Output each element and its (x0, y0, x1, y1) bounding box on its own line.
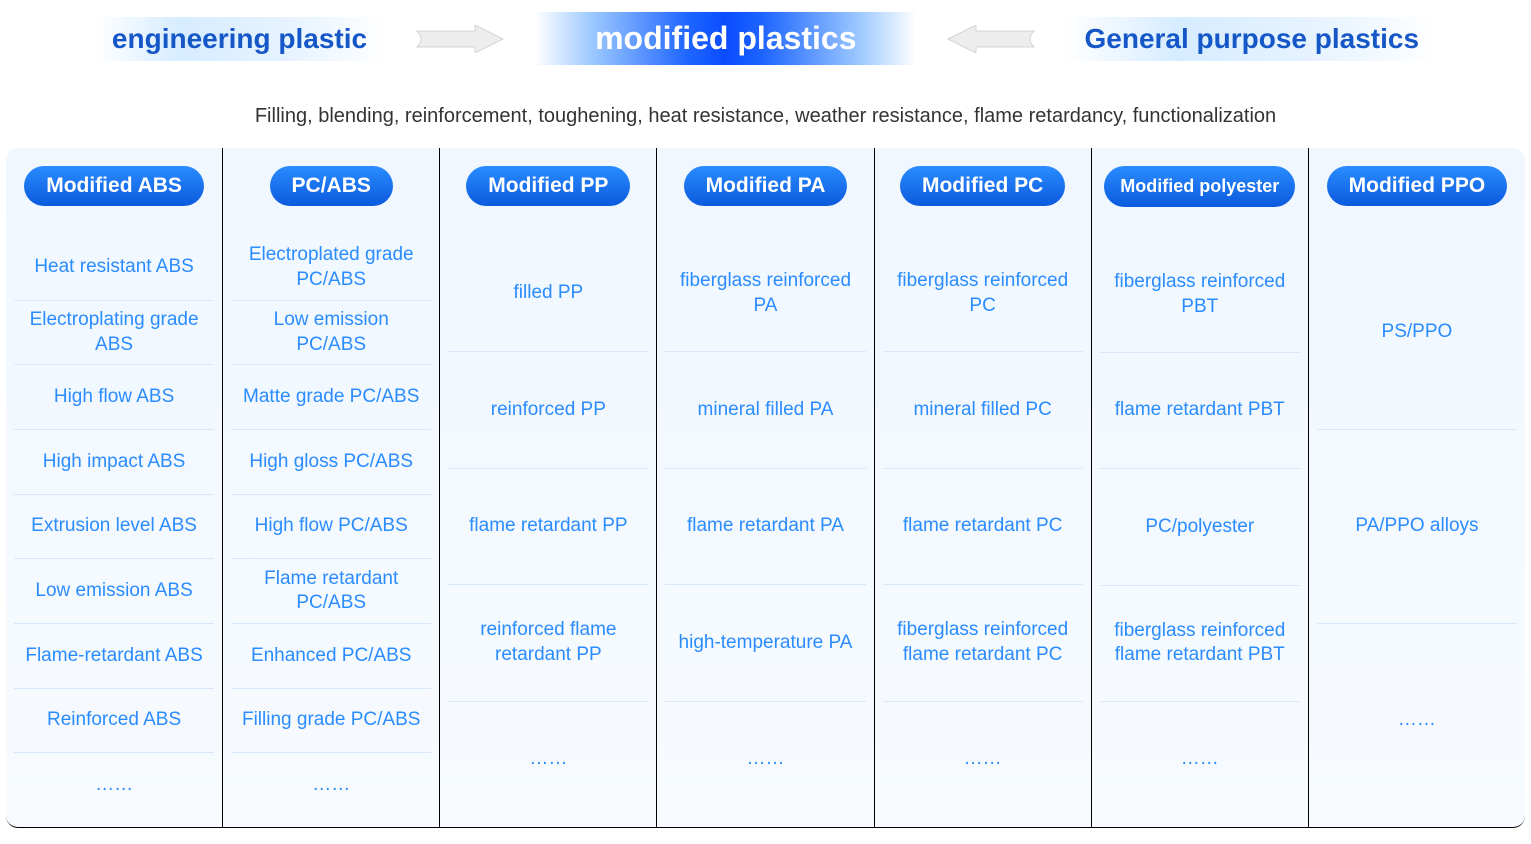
list-item: reinforced PP (448, 352, 648, 468)
list-item: Flame-retardant ABS (14, 624, 214, 689)
subtitle-text: Filling, blending, reinforcement, toughe… (0, 105, 1531, 128)
arrow-left-icon (946, 25, 1036, 53)
list-item: PC/polyester (1100, 469, 1300, 585)
category-title-pill: Modified ABS (24, 166, 204, 206)
header-row: engineering plastic modified plastics Ge… (0, 0, 1531, 75)
category-items-list: fiberglass reinforced PAmineral filled P… (665, 236, 865, 817)
category-items-list: fiberglass reinforced PBTflame retardant… (1100, 237, 1300, 817)
list-item: flame retardant PA (665, 469, 865, 585)
category-title-pill: Modified PP (466, 166, 630, 206)
list-item: High impact ABS (14, 430, 214, 495)
list-item: …… (1317, 624, 1517, 817)
right-source-label: General purpose plastics (1066, 17, 1437, 61)
list-item: fiberglass reinforced flame retardant PC (883, 585, 1083, 701)
list-item: Enhanced PC/ABS (231, 624, 431, 689)
list-item: …… (231, 753, 431, 817)
list-item: filled PP (448, 236, 648, 352)
list-item: mineral filled PC (883, 352, 1083, 468)
list-item: Matte grade PC/ABS (231, 365, 431, 430)
category-items-list: filled PPreinforced PPflame retardant PP… (448, 236, 648, 817)
list-item: Reinforced ABS (14, 689, 214, 754)
category-column: Modified PP filled PPreinforced PPflame r… (440, 148, 657, 827)
list-item: Electroplated grade PC/ABS (231, 236, 431, 301)
list-item: fiberglass reinforced PBT (1100, 237, 1300, 353)
category-column: Modified PC fiberglass reinforced PCminer… (875, 148, 1092, 827)
category-column: PC/ABS Electroplated grade PC/ABSLow emis… (223, 148, 440, 827)
list-item: flame retardant PC (883, 469, 1083, 585)
category-title-pill: Modified PA (684, 166, 848, 206)
categories-grid: Modified ABSHeat resistant ABSElectropla… (6, 148, 1525, 828)
list-item: PA/PPO alloys (1317, 430, 1517, 624)
category-title-pill: Modified polyester (1104, 166, 1295, 207)
list-item: High gloss PC/ABS (231, 430, 431, 495)
category-items-list: PS/PPOPA/PPO alloys…… (1317, 236, 1517, 817)
category-items-list: fiberglass reinforced PCmineral filled P… (883, 236, 1083, 817)
list-item: Low emission PC/ABS (231, 301, 431, 366)
list-item: Low emission ABS (14, 559, 214, 624)
category-column: Modified polyester fiberglass reinforced … (1092, 148, 1309, 827)
category-column: Modified PPO PS/PPOPA/PPO alloys…… (1309, 148, 1525, 827)
list-item: PS/PPO (1317, 236, 1517, 430)
list-item: High flow ABS (14, 365, 214, 430)
list-item: reinforced flame retardant PP (448, 585, 648, 701)
list-item: fiberglass reinforced flame retardant PB… (1100, 586, 1300, 702)
category-title-pill: PC/ABS (270, 166, 393, 206)
list-item: fiberglass reinforced PA (665, 236, 865, 352)
list-item: flame retardant PP (448, 469, 648, 585)
list-item: flame retardant PBT (1100, 353, 1300, 469)
left-source-label: engineering plastic (94, 17, 385, 61)
list-item: …… (665, 702, 865, 817)
list-item: …… (14, 753, 214, 817)
list-item: …… (883, 702, 1083, 817)
center-main-label: modified plastics (535, 12, 916, 65)
list-item: Flame retardant PC/ABS (231, 559, 431, 624)
arrow-right-icon (415, 25, 505, 53)
category-items-list: Electroplated grade PC/ABSLow emission P… (231, 236, 431, 817)
list-item: mineral filled PA (665, 352, 865, 468)
list-item: High flow PC/ABS (231, 495, 431, 560)
category-column: Modified PA fiberglass reinforced PAminer… (657, 148, 874, 827)
list-item: Heat resistant ABS (14, 236, 214, 301)
category-column: Modified ABS Heat resistant ABSElectropla… (6, 148, 223, 827)
list-item: Extrusion level ABS (14, 495, 214, 560)
category-title-pill: Modified PC (900, 166, 1065, 206)
list-item: Filling grade PC/ABS (231, 689, 431, 754)
list-item: …… (1100, 702, 1300, 817)
category-title-pill: Modified PPO (1327, 166, 1508, 206)
list-item: Electroplating grade ABS (14, 301, 214, 366)
list-item: …… (448, 702, 648, 817)
list-item: fiberglass reinforced PC (883, 236, 1083, 352)
list-item: high-temperature PA (665, 585, 865, 701)
category-items-list: Heat resistant ABSElectroplating grade A… (14, 236, 214, 817)
